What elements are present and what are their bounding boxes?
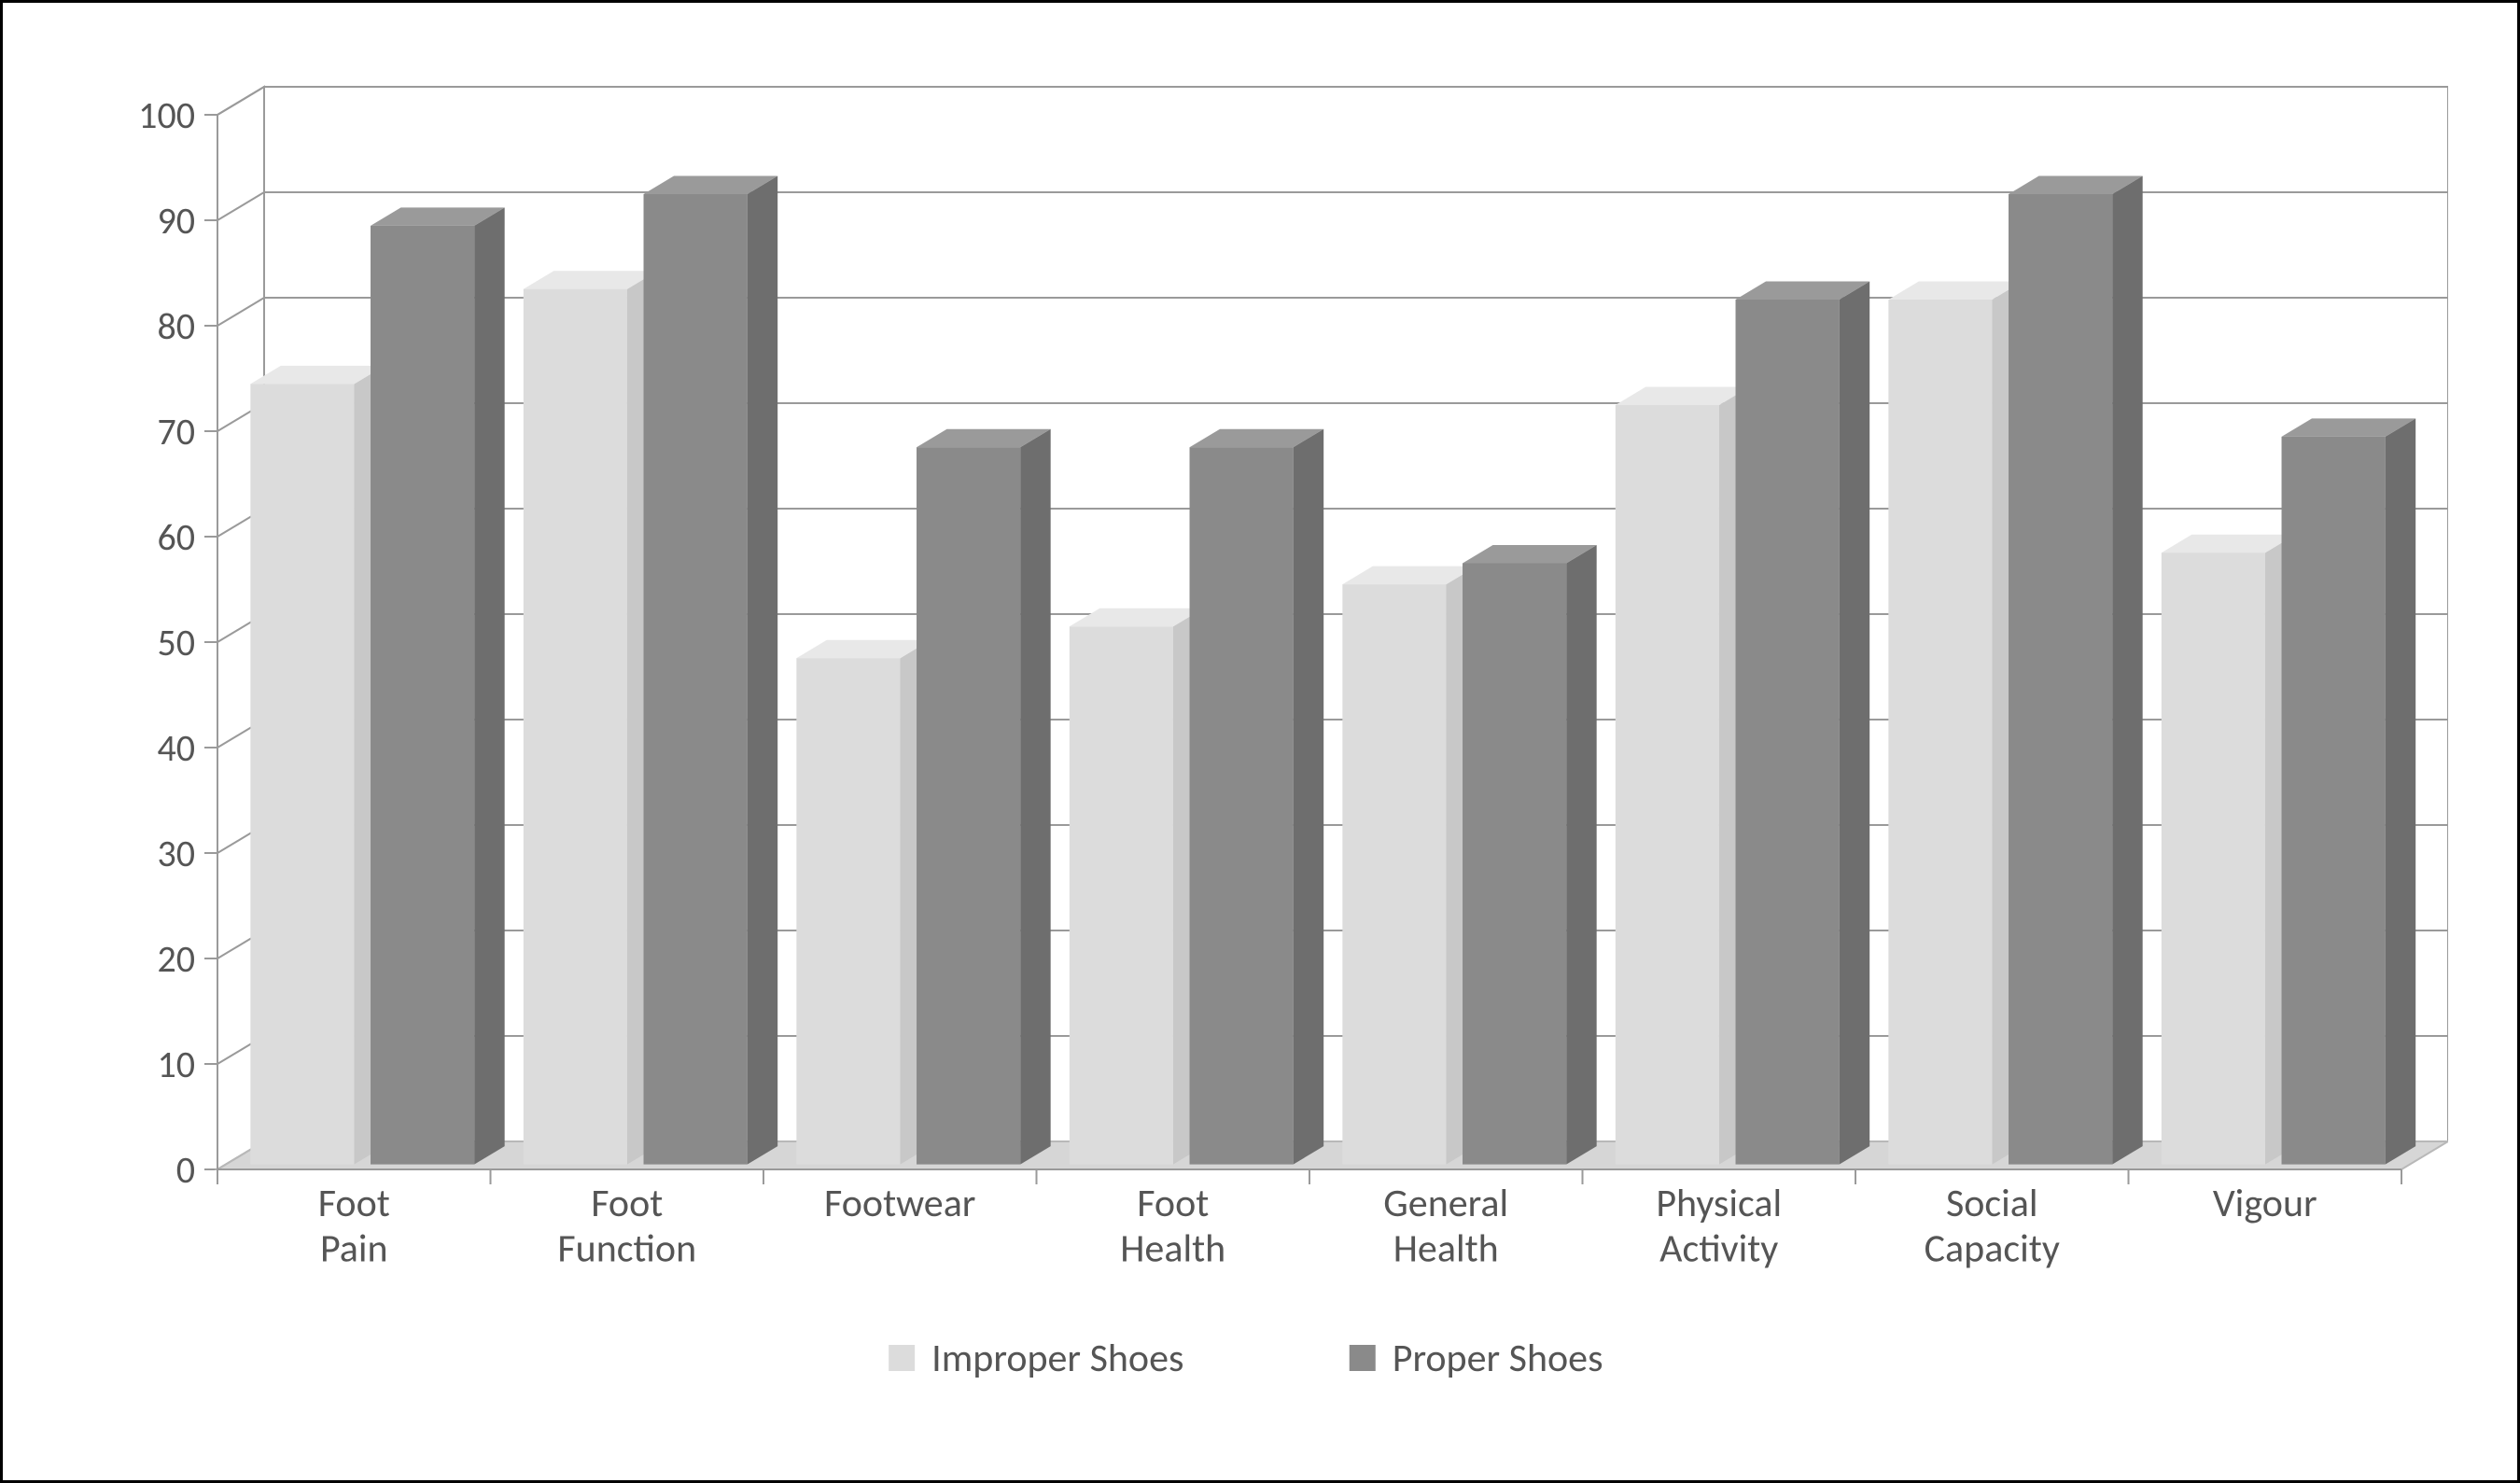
bar-front	[1616, 405, 1719, 1165]
y-tick-label: 10	[157, 1042, 195, 1087]
bar-chart: 0 10 20 30 40 50 60 70 80 90 100 FootPain FootFuncti…	[77, 59, 2448, 1431]
bar-front	[1070, 626, 1173, 1164]
y-tick-label: 0	[176, 1147, 195, 1193]
bar-front	[1736, 300, 1840, 1165]
bar-side	[1566, 545, 1597, 1165]
bar-side	[1020, 429, 1051, 1165]
y-tick-label: 100	[138, 92, 195, 138]
x-tick-label: Footwear	[824, 1180, 975, 1227]
chart-svg: 0 10 20 30 40 50 60 70 80 90 100 FootPain FootFuncti…	[77, 59, 2448, 1431]
bar-front	[2282, 437, 2386, 1165]
bar-front	[796, 658, 900, 1164]
bar-front	[1463, 564, 1566, 1165]
bar-front	[1888, 300, 1992, 1165]
bar-front	[1342, 584, 1446, 1165]
y-tick-label: 60	[157, 514, 195, 560]
bar-side	[1294, 429, 1324, 1165]
x-tick-label: FootPain	[318, 1180, 390, 1272]
bar-front	[1190, 447, 1294, 1164]
y-tick-label: 50	[157, 620, 195, 665]
chart-frame: 0 10 20 30 40 50 60 70 80 90 100 FootPain FootFuncti…	[0, 0, 2520, 1483]
bar-side	[748, 176, 778, 1165]
legend-marker	[889, 1345, 915, 1371]
bar-front	[524, 289, 627, 1165]
bar-side	[474, 207, 505, 1164]
y-tick-label: 40	[157, 725, 195, 771]
bar-side	[2386, 418, 2416, 1164]
bar-front	[2162, 553, 2265, 1164]
bar-side	[1840, 282, 1870, 1165]
legend-label: Improper Shoes	[931, 1335, 1183, 1382]
legend-marker	[1350, 1345, 1376, 1371]
y-tick-label: 90	[157, 198, 195, 244]
x-tick-label: Vigour	[2213, 1180, 2317, 1227]
y-tick-label: 20	[157, 936, 195, 982]
bar-front	[917, 447, 1020, 1164]
legend-label: Proper Shoes	[1393, 1335, 1603, 1382]
x-tick-label: SocialCapacity	[1925, 1180, 2060, 1272]
x-tick-label: FootFunction	[557, 1180, 696, 1272]
bar-front	[2009, 194, 2112, 1165]
bar-side	[2112, 176, 2143, 1165]
y-tick-label: 30	[157, 831, 195, 876]
y-tick-label: 70	[157, 409, 195, 455]
x-tick-label: FootHealth	[1120, 1180, 1225, 1272]
x-tick-label: GeneralHealth	[1383, 1180, 1508, 1272]
bar-front	[371, 226, 474, 1165]
bar-front	[644, 194, 748, 1165]
bar-front	[250, 384, 354, 1164]
x-tick-label: PhysicalActivity	[1656, 1180, 1782, 1272]
y-tick-label: 80	[157, 303, 195, 349]
